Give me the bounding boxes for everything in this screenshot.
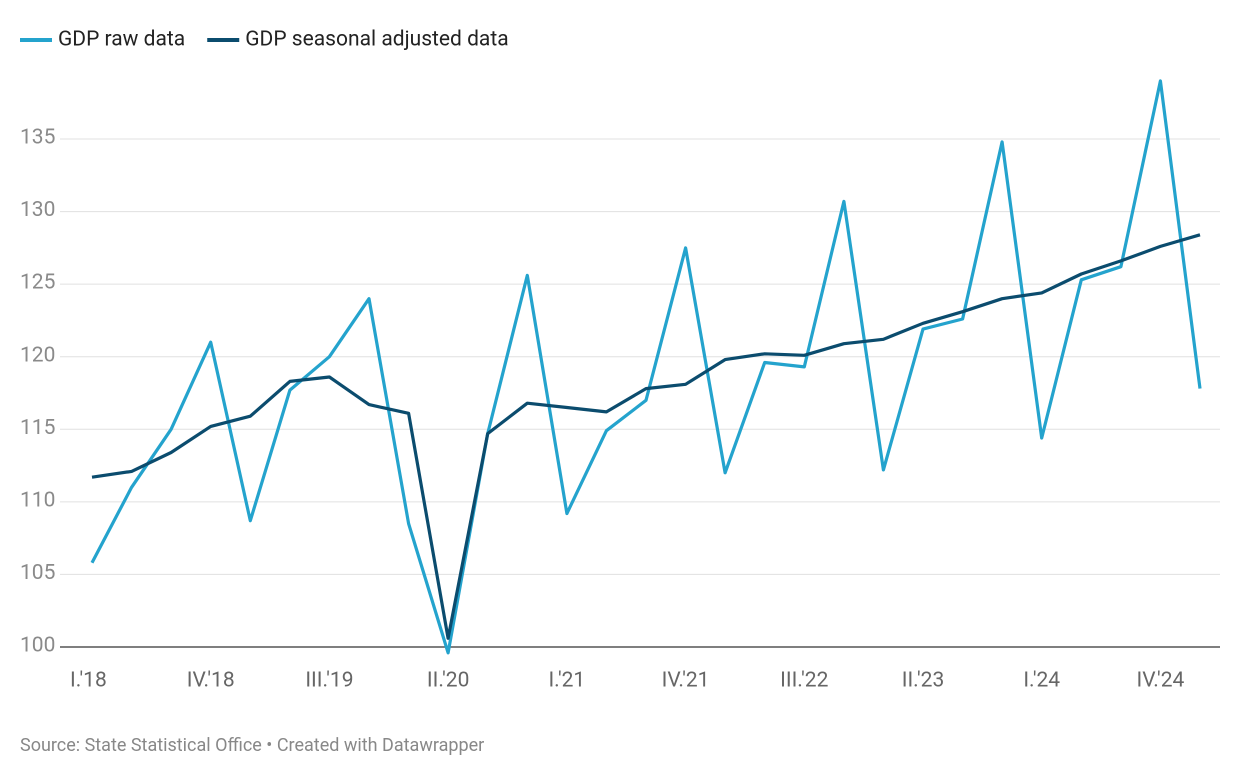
y-tick-label: 110 [20,488,55,512]
x-tick-label: I.'24 [1023,669,1060,693]
legend-label: GDP raw data [58,28,185,52]
y-tick-label: 105 [20,561,55,585]
x-tick-label: II.'20 [427,669,470,693]
x-tick-label: I.'21 [548,669,585,693]
y-tick-label: 135 [20,126,55,150]
source: Source: State Statistical Office • Creat… [20,735,484,756]
x-tick-label: IV.'24 [1136,669,1184,693]
x-tick-label: II.'23 [902,669,945,693]
legend-label: GDP seasonal adjusted data [245,28,508,52]
y-tick-label: 115 [20,416,55,440]
x-tick-label: IV.'21 [662,669,710,693]
x-tick-label: IV.'18 [187,669,235,693]
y-tick-label: 125 [20,271,55,295]
y-tick-label: 120 [20,343,55,367]
x-tick-label: I.'18 [70,669,107,693]
x-tick-label: III.'19 [305,669,353,693]
line-series [91,233,1201,640]
y-tick-label: 130 [20,198,55,222]
y-tick-label: 100 [20,634,55,658]
x-tick-label: III.'22 [780,669,828,693]
line-series [90,79,1202,655]
